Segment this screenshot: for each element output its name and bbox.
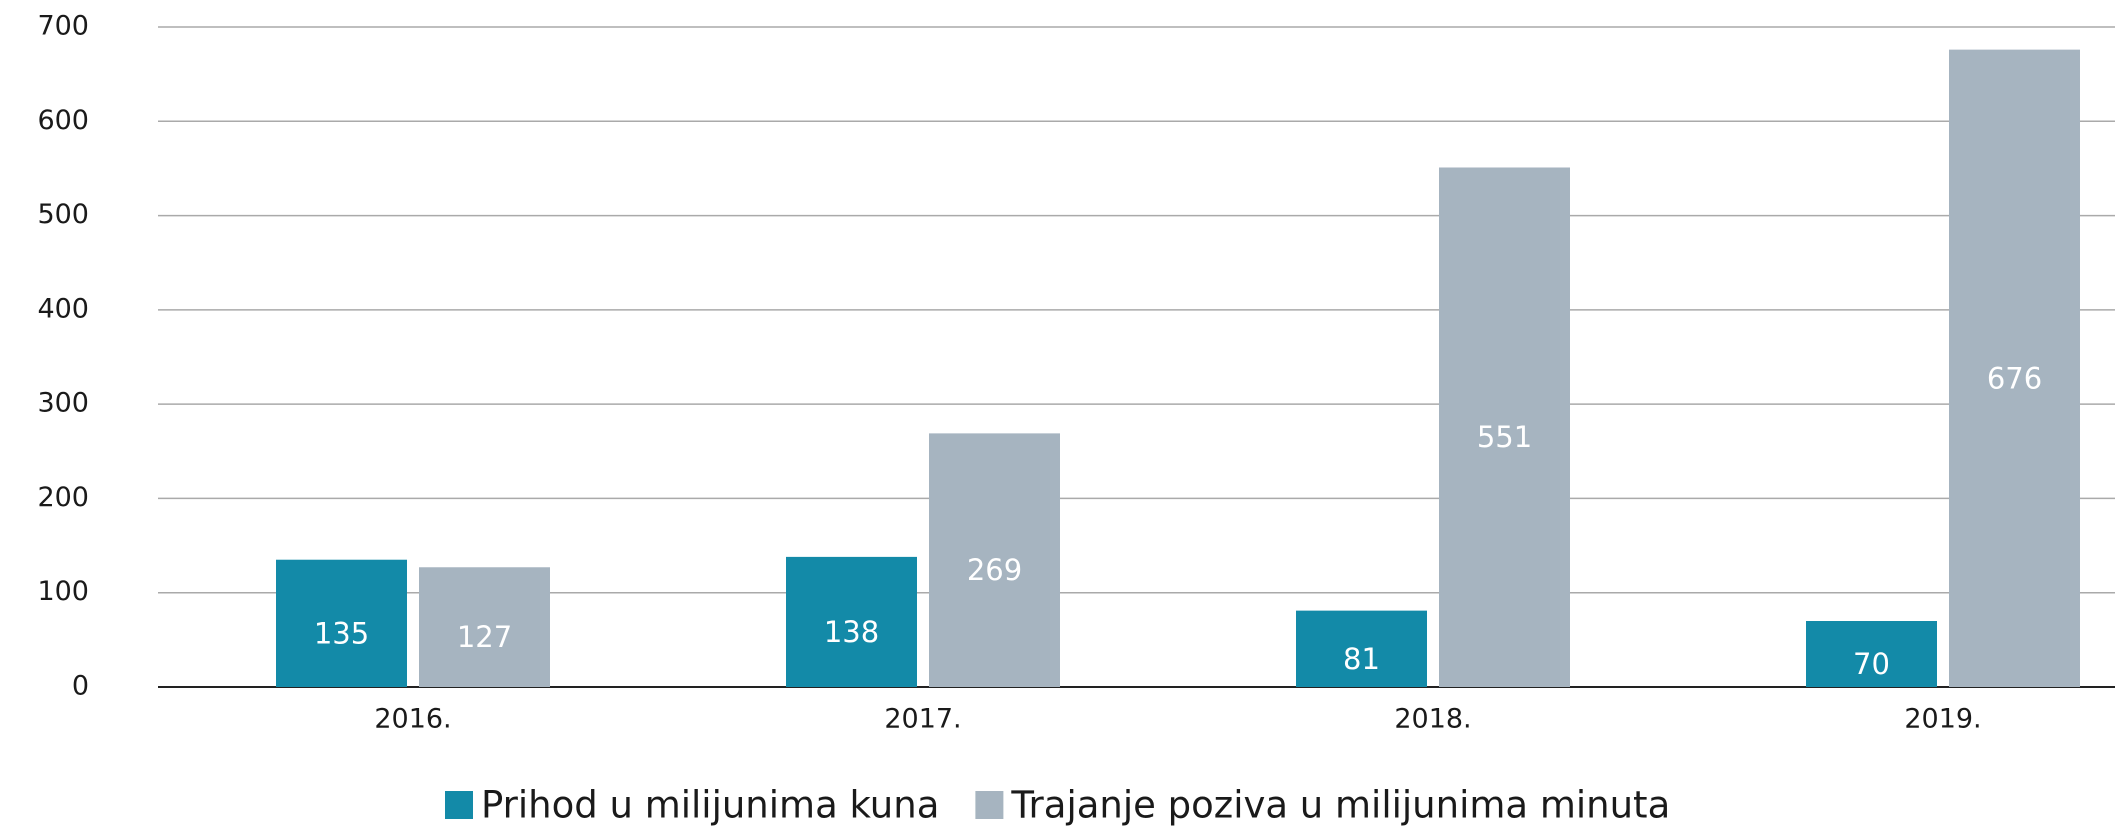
x-tick-label: 2018.: [1394, 704, 1471, 735]
value-label: 70: [1853, 647, 1890, 681]
legend-swatch: [445, 791, 473, 819]
bar: [1296, 610, 1427, 687]
bar: [276, 559, 407, 687]
y-tick-label: 400: [37, 293, 89, 324]
bar: [1806, 621, 1937, 687]
value-label: 127: [457, 620, 512, 654]
y-tick-label: 500: [37, 199, 89, 230]
value-label: 551: [1477, 420, 1532, 454]
legend-label: Prihod u milijunima kuna: [481, 784, 939, 827]
y-tick-label: 700: [37, 11, 89, 42]
bar: [1949, 49, 2080, 688]
y-tick-label: 300: [37, 388, 89, 419]
bar: [419, 567, 550, 687]
y-tick-label: 600: [37, 105, 89, 136]
x-tick-label: 2016.: [374, 704, 451, 735]
y-tick-label: 200: [37, 482, 89, 513]
value-label: 269: [967, 553, 1022, 587]
x-tick-label: 2017.: [884, 704, 961, 735]
value-label: 676: [1987, 361, 2042, 395]
y-tick-label: 0: [72, 671, 89, 702]
value-label: 81: [1343, 642, 1380, 676]
x-tick-label: 2019.: [1904, 704, 1981, 735]
legend-label: Trajanje poziva u milijunima minuta: [1010, 784, 1670, 827]
y-tick-label: 100: [37, 576, 89, 607]
value-label: 138: [824, 615, 879, 649]
legend-swatch: [975, 791, 1004, 819]
value-label: 135: [314, 616, 369, 650]
bar: [786, 556, 917, 687]
bar: [1439, 167, 1570, 687]
bar: [929, 433, 1060, 687]
